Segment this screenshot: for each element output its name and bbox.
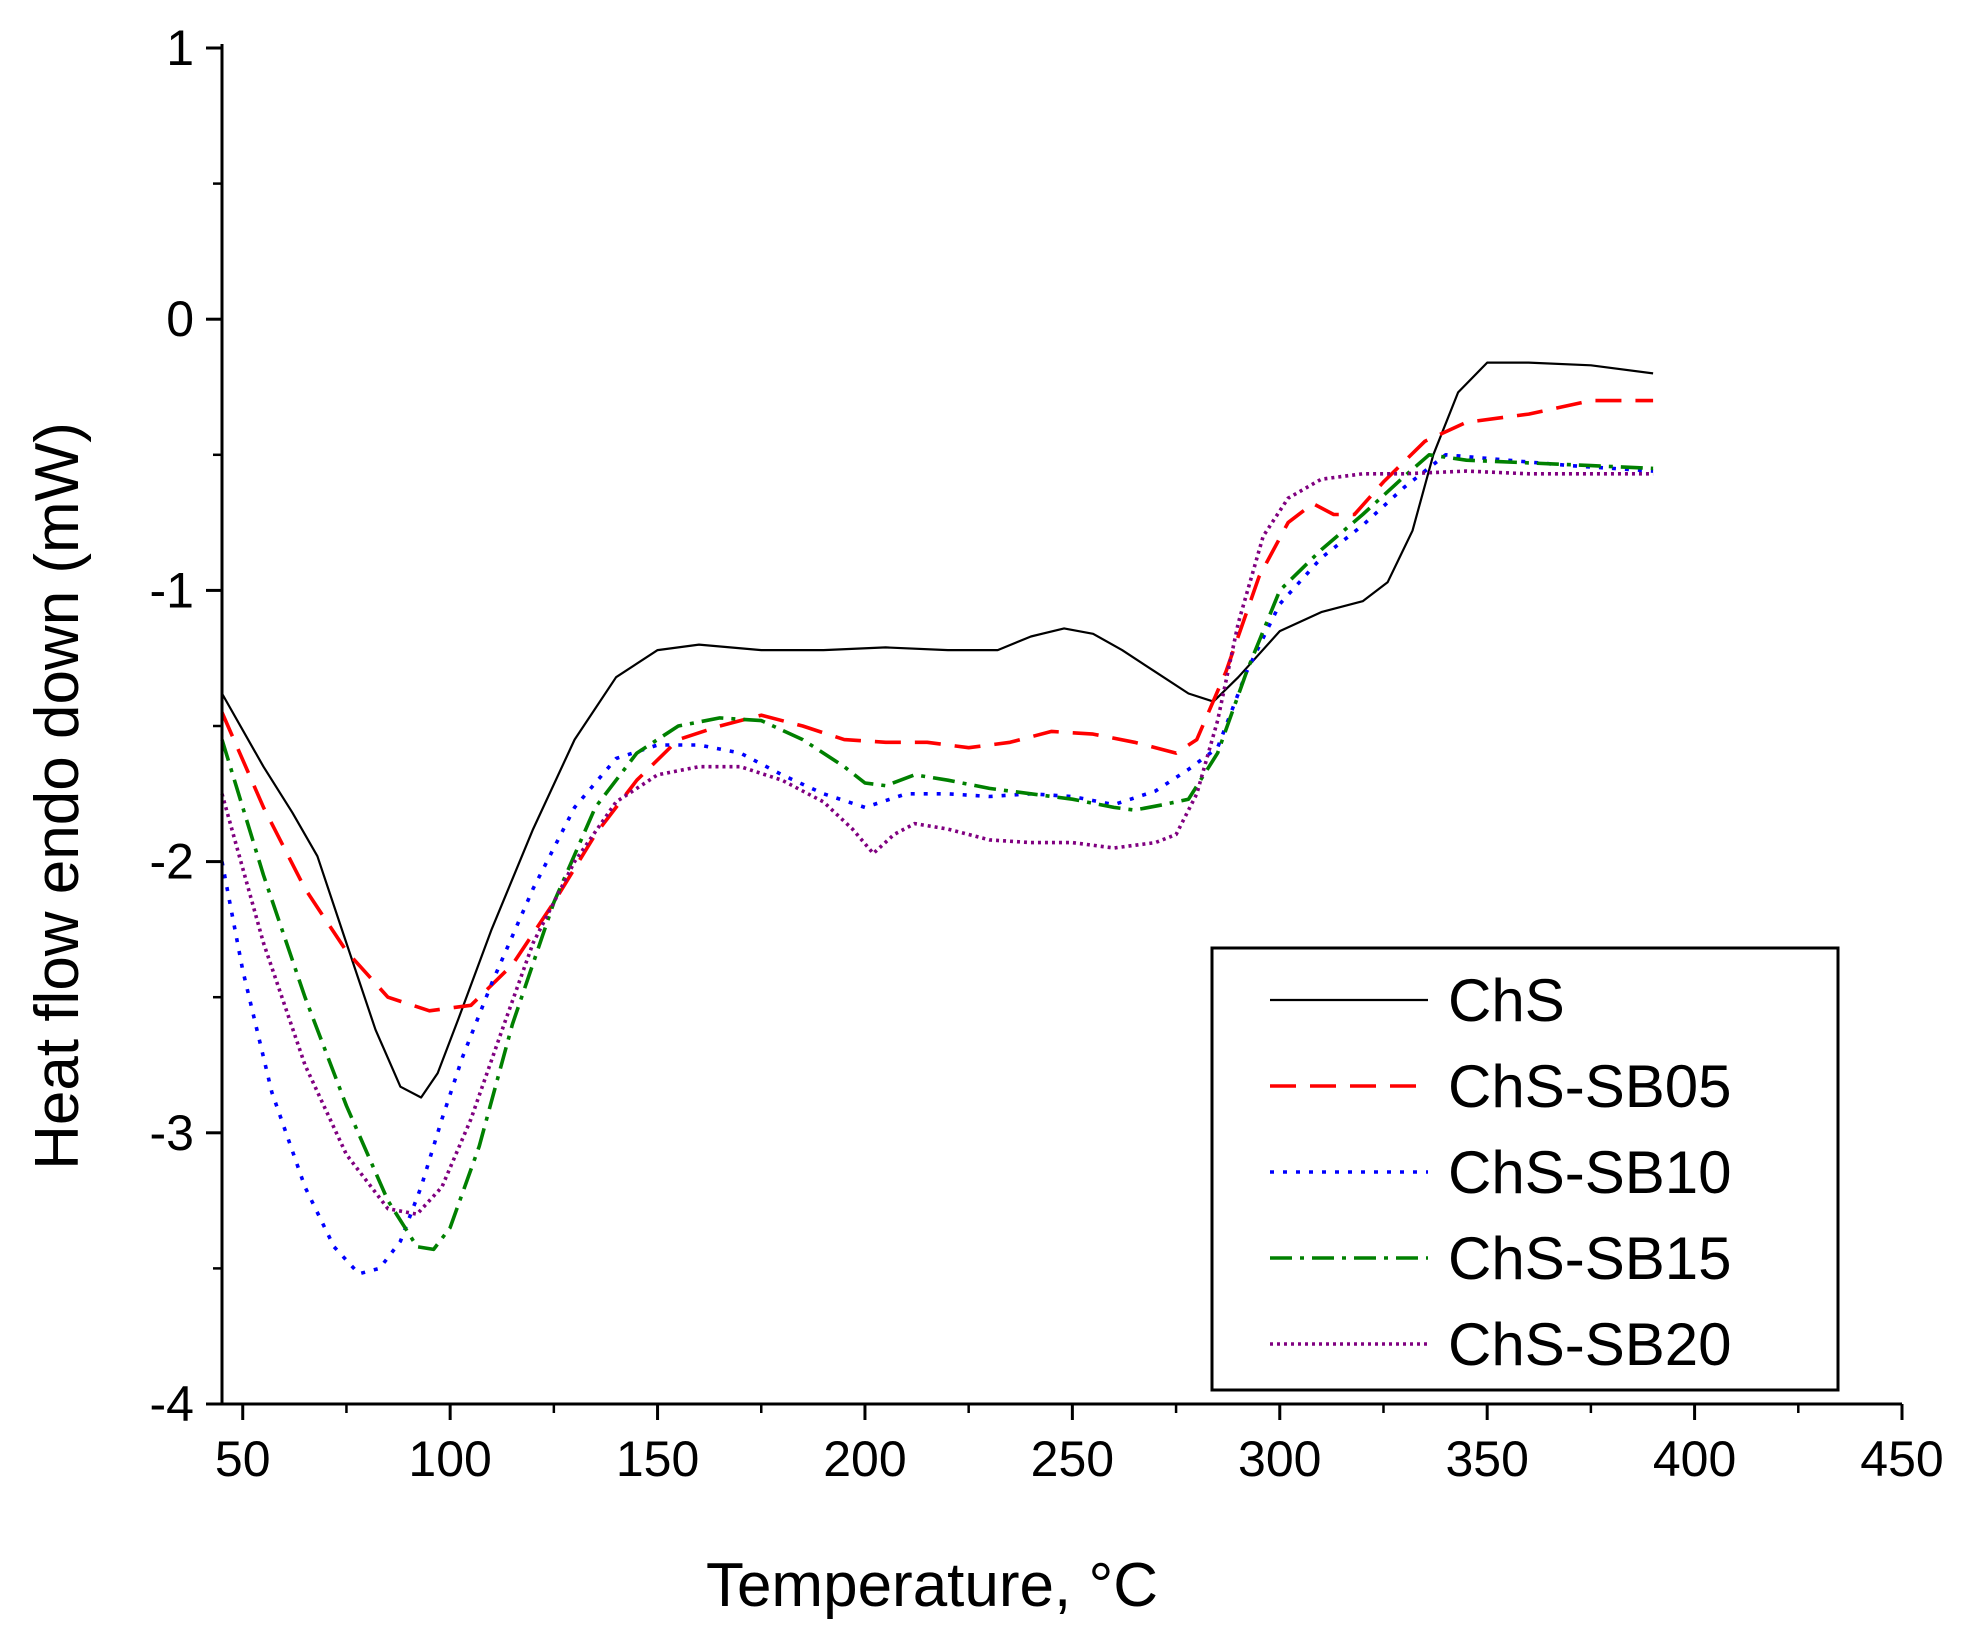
y-tick-label: -1 [150, 562, 194, 618]
axes [220, 44, 1902, 1406]
x-tick-label: 250 [1031, 1431, 1114, 1487]
ticks: 50 100 150 200 250 300 350 400 450 -4 -3 -2 -1 0 1 [150, 20, 1944, 1487]
legend-label: ChS-SB10 [1448, 1139, 1731, 1206]
x-tick-label: 100 [408, 1431, 491, 1487]
x-tick-label: 400 [1653, 1431, 1736, 1487]
x-tick-label: 300 [1238, 1431, 1321, 1487]
x-tick-label: 150 [616, 1431, 699, 1487]
legend-label: ChS-SB20 [1448, 1311, 1731, 1378]
series-line-chs-sb10 [220, 453, 1654, 1276]
y-tick-label: -2 [150, 834, 194, 890]
legend-label: ChS-SB05 [1448, 1053, 1731, 1120]
y-tick-label: -3 [150, 1105, 194, 1161]
x-tick-label: 200 [823, 1431, 906, 1487]
series-line-chs-sb20 [220, 469, 1654, 1216]
legend-box [1210, 946, 1840, 1392]
legend-label: ChS-SB15 [1448, 1225, 1731, 1292]
x-tick-label: 350 [1445, 1431, 1528, 1487]
y-axis-title: Heat flow endo down (mW) [23, 422, 92, 1170]
legend-label: ChS [1448, 967, 1565, 1034]
series-layer [220, 361, 1654, 1276]
legend: ChS ChS-SB05 ChS-SB10 ChS-SB15 ChS-SB20 [1210, 946, 1840, 1392]
y-tick-label: 0 [166, 291, 194, 347]
x-axis-title: Temperature, °C [706, 1551, 1158, 1620]
y-tick-label: -4 [150, 1376, 194, 1432]
series-line-chs [221, 361, 1654, 1099]
series-line-chs-sb15 [220, 453, 1654, 1252]
x-tick-label: 450 [1860, 1431, 1943, 1487]
series-line-chs-sb05 [220, 398, 1654, 1013]
x-tick-label: 50 [215, 1431, 271, 1487]
y-tick-label: 1 [166, 20, 194, 76]
